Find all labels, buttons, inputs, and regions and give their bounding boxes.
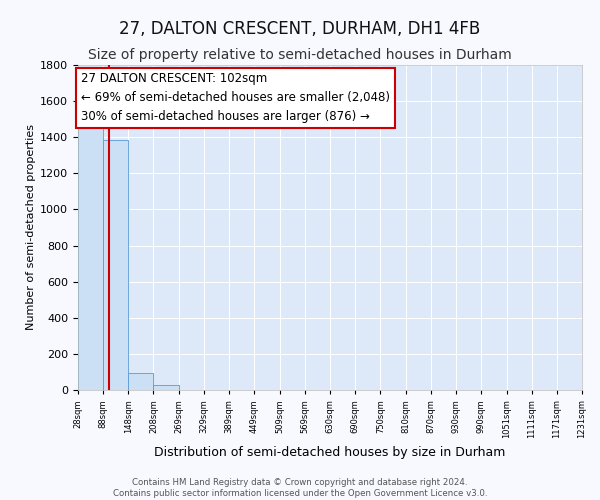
Text: Size of property relative to semi-detached houses in Durham: Size of property relative to semi-detach… (88, 48, 512, 62)
Text: 27, DALTON CRESCENT, DURHAM, DH1 4FB: 27, DALTON CRESCENT, DURHAM, DH1 4FB (119, 20, 481, 38)
Bar (78, 121, 103, 390)
Text: 27 DALTON CRESCENT: 102sqm
← 69% of semi-detached houses are smaller (2,048)
30%: 27 DALTON CRESCENT: 102sqm ← 69% of semi… (81, 72, 390, 123)
Y-axis label: Number of semi-detached properties: Number of semi-detached properties (26, 124, 36, 330)
Bar (103, 140, 128, 390)
Text: Contains HM Land Registry data © Crown copyright and database right 2024.
Contai: Contains HM Land Registry data © Crown c… (113, 478, 487, 498)
X-axis label: Distribution of semi-detached houses by size in Durham: Distribution of semi-detached houses by … (154, 446, 506, 460)
Bar (154, 386, 179, 390)
Bar (128, 373, 154, 390)
